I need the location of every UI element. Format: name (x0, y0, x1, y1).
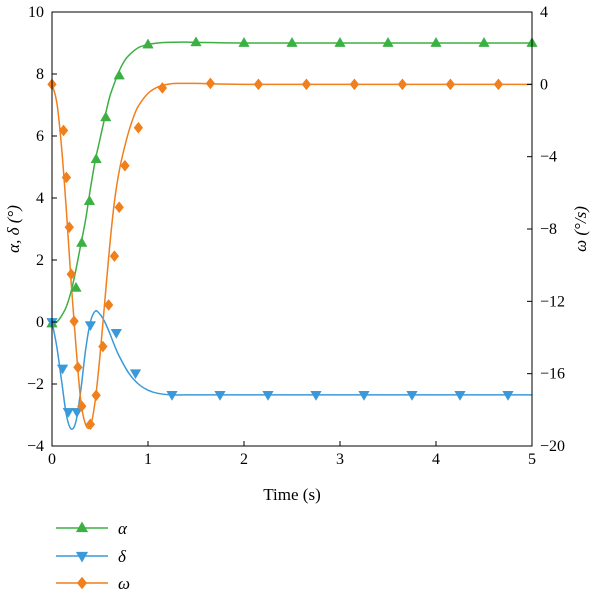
series-1-point (113, 69, 125, 80)
series-3-point (205, 77, 216, 90)
y-left-tick-label: 0 (36, 314, 44, 331)
series-2-point (358, 391, 370, 401)
legend-marker-1 (75, 521, 89, 533)
curves-layer (51, 41, 532, 430)
series-3-point (114, 201, 124, 214)
series-line-3 (51, 82, 532, 430)
plot-frame (51, 11, 533, 447)
legend-label-1: α (118, 519, 128, 538)
series-3-point (397, 78, 408, 91)
series-2-point (166, 391, 178, 401)
legend-label-3: ω (118, 574, 130, 593)
series-3-point (91, 389, 101, 402)
x-tick-label: 1 (144, 451, 152, 468)
y-left-tick-label: −4 (27, 438, 44, 455)
y-right-tick-label: −8 (540, 221, 557, 238)
series-1-point (286, 36, 298, 47)
series-1-point (70, 281, 82, 292)
x-tick-label: 0 (48, 451, 56, 468)
series-3-point (69, 315, 79, 328)
series-2-point (214, 391, 226, 401)
series-1-point (76, 236, 88, 247)
series-3-point (445, 78, 456, 91)
series-3-point (66, 268, 76, 281)
series-line-2 (51, 310, 532, 430)
series-3-point (133, 121, 144, 134)
y-right-tick-label: 0 (540, 76, 548, 93)
x-tick-label: 5 (528, 451, 536, 468)
series-1-point (478, 36, 490, 47)
series-1-point (100, 111, 112, 122)
series-2-point (84, 321, 97, 332)
series-3-point (103, 299, 114, 311)
series-1-point (83, 195, 96, 205)
series-2-point (502, 391, 514, 401)
series-2-point (406, 391, 418, 401)
series-3-point (349, 78, 360, 91)
series-3-point (109, 250, 120, 263)
series-3-point (61, 171, 72, 184)
x-axis-title: Time (s) (263, 485, 320, 504)
legend-label-2: δ (118, 547, 127, 566)
series-2-point (62, 408, 74, 418)
x-tick-label: 4 (432, 451, 440, 468)
series-3-point (64, 221, 75, 234)
series-1-point (334, 36, 346, 47)
series-2-point (110, 329, 122, 339)
y-right-tick-label: −20 (540, 438, 565, 455)
series-3-point (73, 361, 83, 374)
legend-marker-2 (75, 551, 89, 563)
series-1-point (430, 36, 442, 47)
y-left-tick-label: −2 (27, 376, 44, 393)
series-2-point (454, 391, 466, 401)
y-left-axis-title: α, δ (°) (4, 205, 23, 253)
series-3-point (77, 400, 87, 413)
series-2-point (71, 408, 83, 418)
series-3-point (98, 340, 108, 353)
legend: αδω (56, 519, 130, 593)
y-left-tick-label: 10 (28, 4, 44, 21)
y-right-tick-label: −12 (540, 293, 565, 310)
y-left-tick-label: 6 (36, 128, 44, 145)
series-3-point (253, 78, 264, 91)
y-right-axis-title: ω (°/s) (571, 206, 590, 252)
series-3-point (85, 418, 96, 431)
series-1-point (382, 36, 394, 47)
series-1-point (90, 153, 102, 164)
series-1-point (190, 36, 202, 47)
y-left-tick-label: 4 (36, 190, 44, 207)
y-right-tick-label: −16 (540, 366, 565, 383)
markers-layer (46, 36, 538, 431)
series-2-point (129, 369, 142, 380)
x-tick-label: 2 (240, 451, 248, 468)
y-left-tick-label: 2 (36, 252, 44, 269)
series-2-point (310, 391, 322, 401)
series-2-point (56, 364, 69, 375)
y-left-tick-label: 8 (36, 66, 44, 83)
series-3-point (493, 78, 504, 91)
series-1-point (238, 36, 250, 47)
series-2-point (262, 391, 274, 401)
x-tick-label: 3 (336, 451, 344, 468)
series-3-point (120, 159, 130, 172)
y-right-tick-label: 4 (540, 4, 548, 21)
series-1-point (142, 38, 154, 49)
series-3-point (58, 124, 69, 137)
series-3-point (301, 78, 312, 91)
legend-marker-3 (76, 576, 88, 590)
series-3-point (157, 82, 168, 94)
y-right-tick-label: −4 (540, 149, 557, 166)
